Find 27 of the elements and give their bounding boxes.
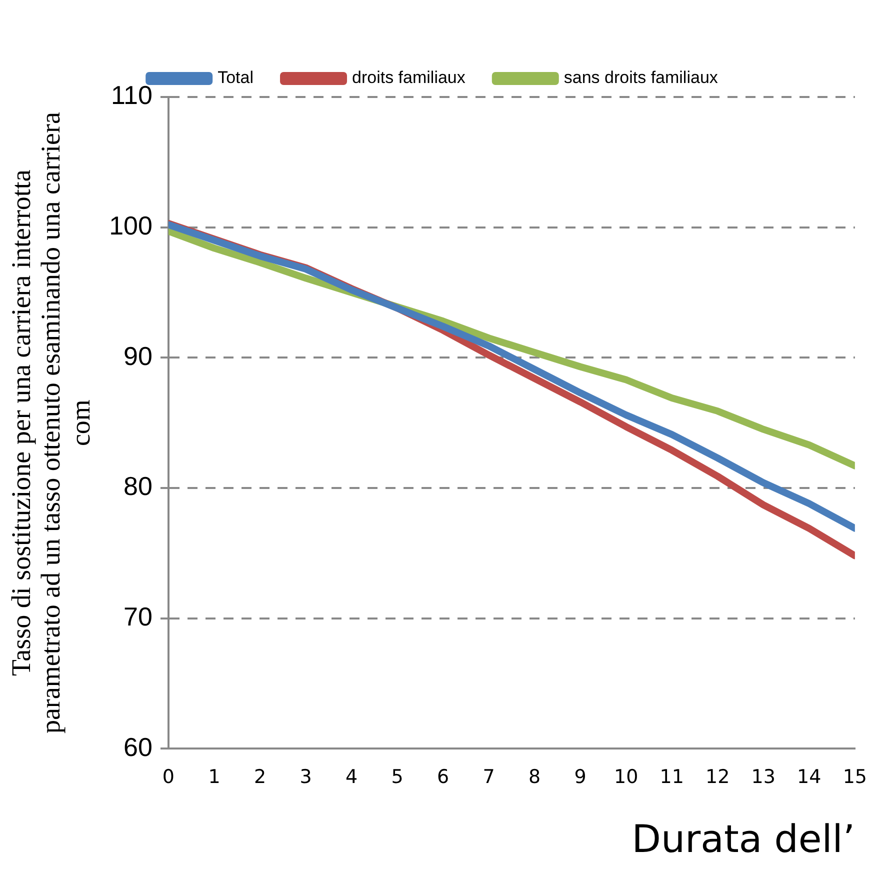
- legend-label: sans droits familiaux: [564, 68, 718, 88]
- x-tick-label: 4: [345, 766, 358, 788]
- x-tick-label: 7: [482, 766, 495, 788]
- x-tick-label: 15: [842, 766, 868, 788]
- y-tick-label: 100: [109, 210, 152, 240]
- y-tick-label: 90: [124, 340, 152, 371]
- x-axis-title: Durata dell’: [632, 817, 855, 862]
- x-tick-label: 3: [300, 766, 312, 788]
- y-tick-label: 110: [111, 80, 152, 110]
- x-tick-label: 2: [254, 766, 266, 788]
- x-tick-label: 10: [614, 766, 638, 788]
- x-tick-label: 0: [162, 766, 175, 788]
- x-tick-label: 9: [574, 766, 586, 788]
- x-tick-label: 1: [208, 766, 220, 788]
- legend-label: droits familiaux: [352, 68, 466, 88]
- x-tick-label: 14: [797, 766, 822, 788]
- y-axis-title: Tasso di sostituzione per una carriera interrotta parametrato ad un tasso ottenuto esaminando una carriera com: [6, 112, 96, 734]
- x-tick-label: 11: [660, 766, 684, 788]
- x-tick-label: 12: [706, 766, 730, 788]
- x-tick-label: 8: [528, 766, 541, 788]
- y-tick-label: 80: [124, 471, 152, 502]
- x-tick-label: 5: [391, 766, 404, 788]
- x-tick-label: 13: [751, 766, 776, 788]
- legend-label: Total: [218, 68, 254, 88]
- x-tick-label: 6: [437, 766, 450, 788]
- y-tick-label: 60: [124, 732, 152, 762]
- y-tick-label: 70: [124, 601, 152, 632]
